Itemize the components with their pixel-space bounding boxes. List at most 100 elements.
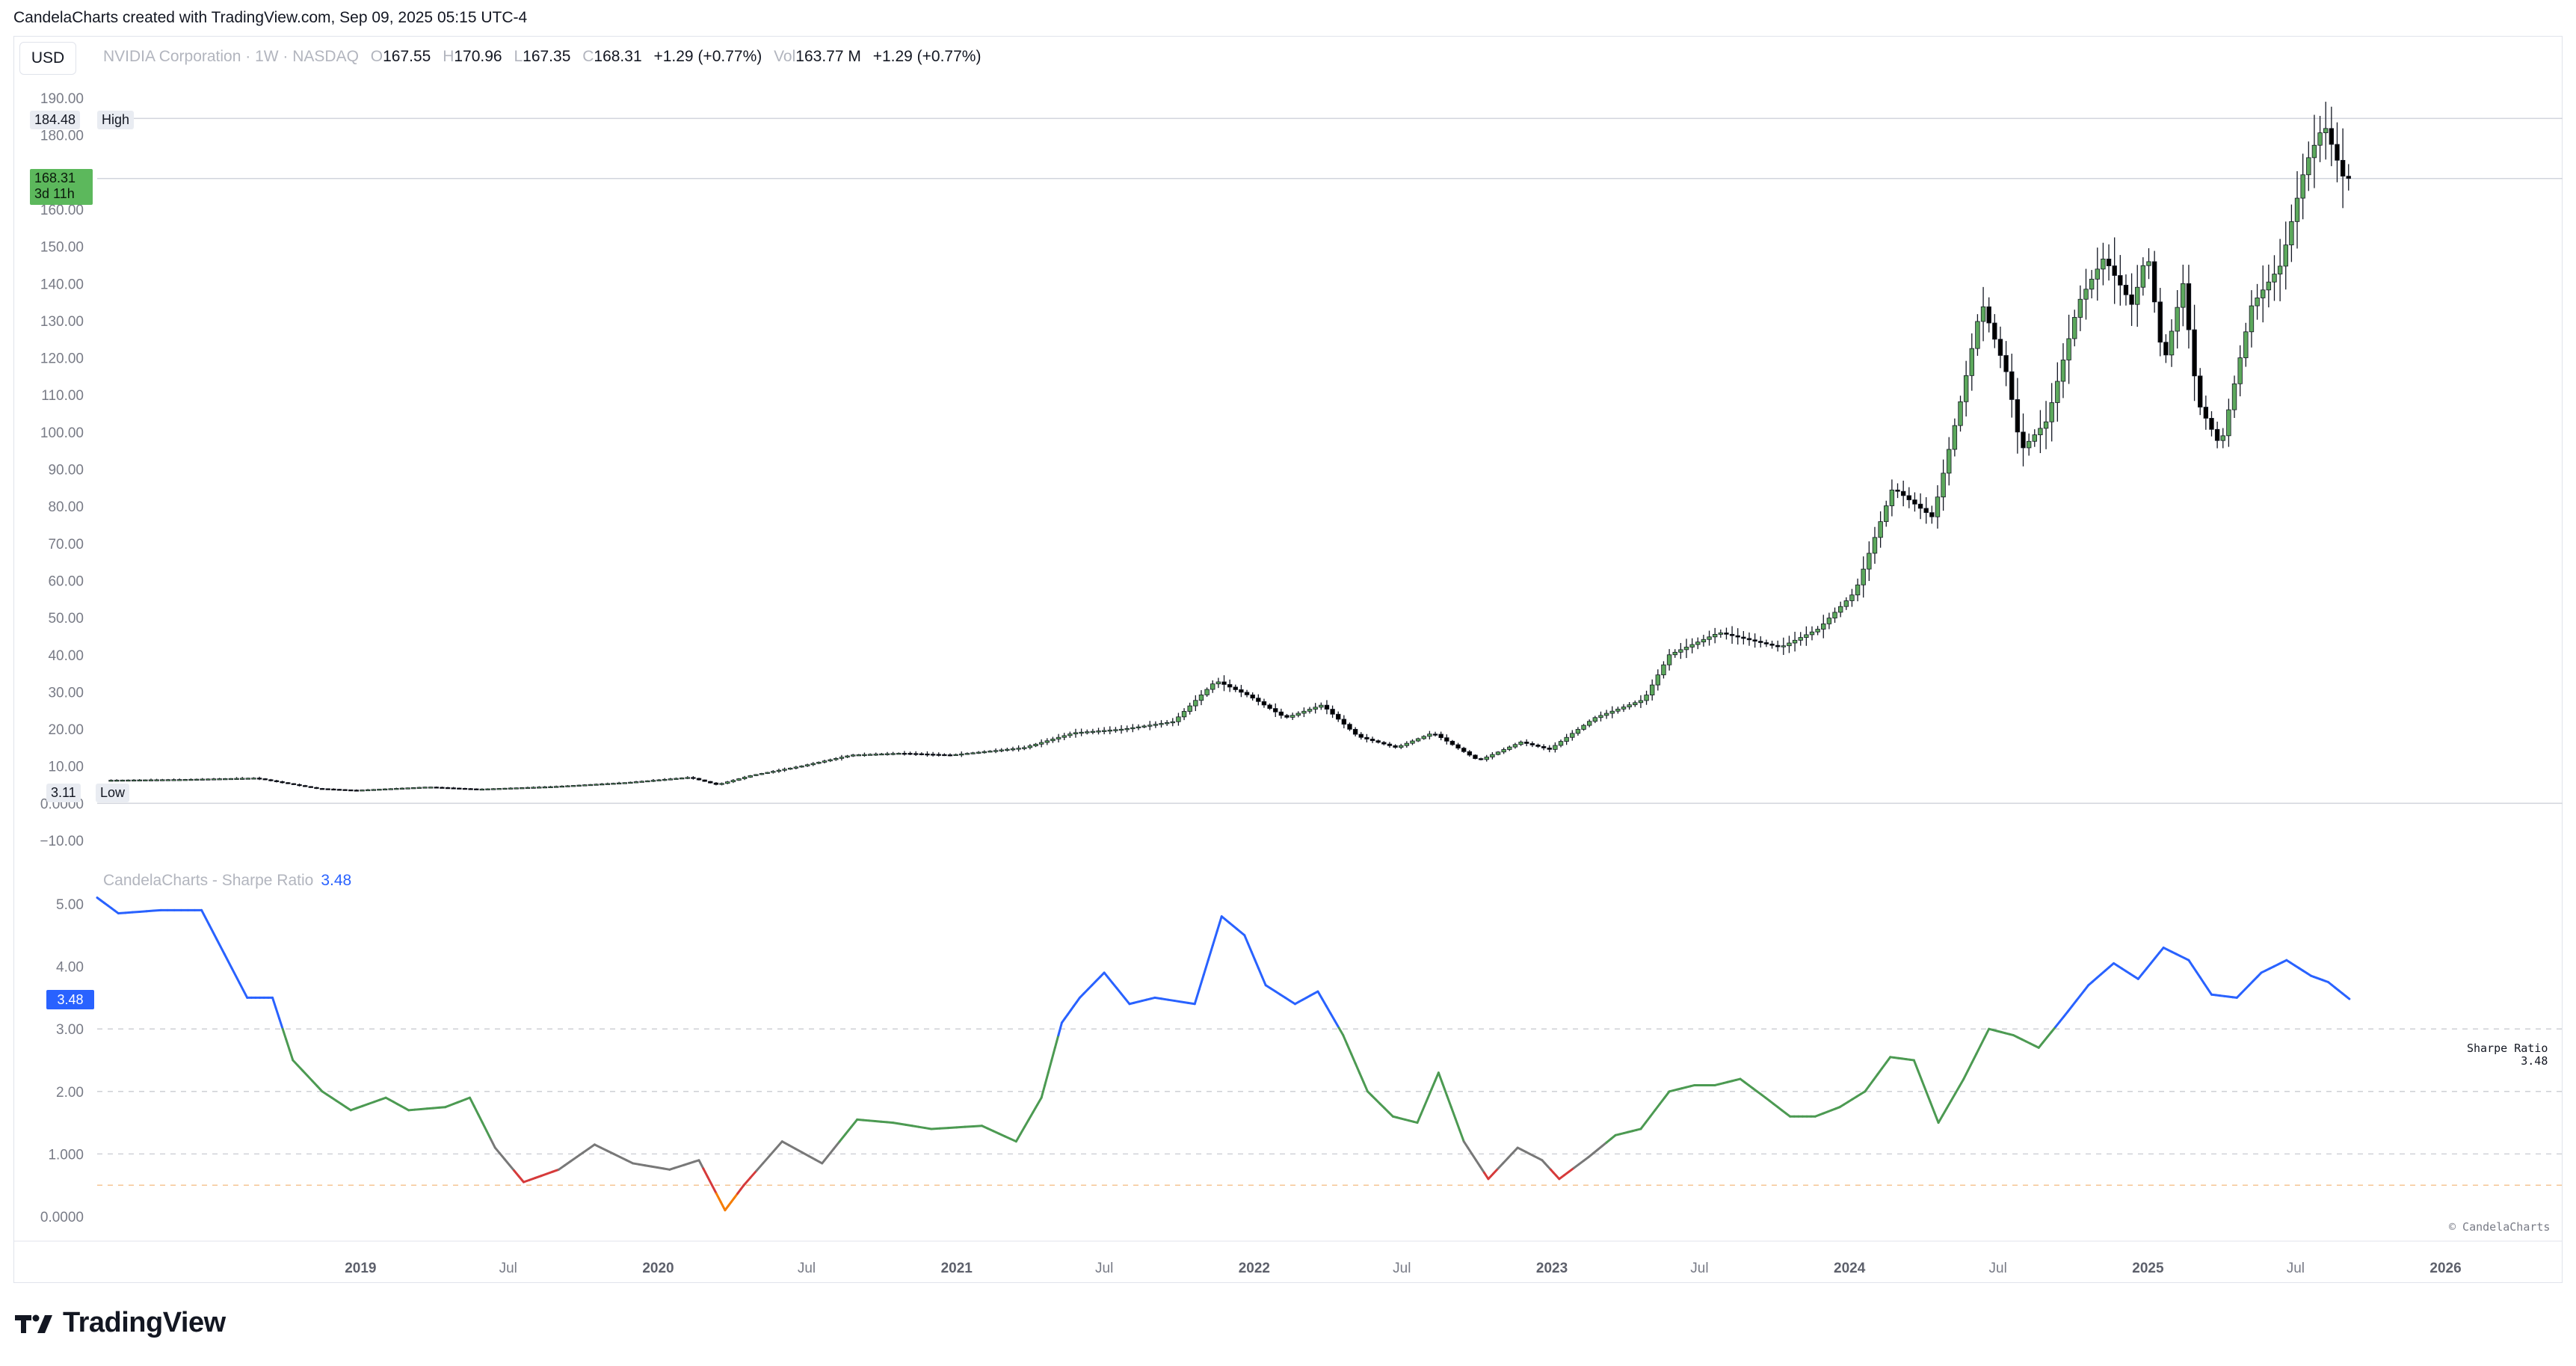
candle-body (1289, 715, 1295, 718)
sharpe-line-segment (710, 1184, 718, 1195)
candle-body (2214, 428, 2220, 441)
candle-body (154, 779, 159, 781)
candle-body (1689, 644, 1695, 647)
candle-body (1752, 639, 1757, 642)
sharpe-line-segment (1449, 1106, 1457, 1120)
candle-body (553, 786, 559, 788)
low-price-tag: 3.11 (46, 784, 81, 802)
candle-body (274, 780, 280, 783)
candle-body (291, 783, 297, 785)
candle-body (1267, 704, 1272, 709)
candle-body (1352, 728, 1358, 735)
candle-body (485, 788, 490, 790)
sharpe-line-segment (1160, 997, 1170, 1001)
sharpe-line-segment (1950, 1092, 1957, 1102)
sharpe-note: Sharpe Ratio 3.48 (2467, 1042, 2548, 1068)
candle-body (582, 784, 588, 787)
candle-body (964, 753, 970, 755)
candle-body (765, 772, 770, 774)
candle-body (1746, 638, 1752, 641)
sharpe-line-segment (1920, 1080, 1928, 1093)
candle-body (633, 781, 639, 784)
candle-body (1889, 489, 1895, 506)
candle-body (1843, 600, 1849, 607)
candle-body (1832, 612, 1837, 619)
candle-body (2043, 421, 2049, 429)
candle-body (2009, 371, 2015, 400)
sharpe-line-segment (1970, 1053, 1978, 1064)
price-axis-tick-label: 30.00 (48, 685, 84, 701)
last-price-value: 168.31 (34, 170, 76, 185)
candle-body (2015, 399, 2021, 433)
sharpe-line-segment (1416, 1113, 1423, 1125)
candle-body (1906, 495, 1911, 500)
sharpe-line-segment (472, 1104, 480, 1116)
sharpe-line-segment (1462, 1140, 1470, 1149)
sharpe-line-segment (1325, 1005, 1332, 1015)
candle-body (919, 753, 925, 755)
candle-body (1484, 757, 1489, 760)
sharpe-line-segment (1019, 1125, 1026, 1136)
sharpe-line-segment (274, 1006, 281, 1020)
candle-body (1644, 695, 1649, 701)
candle-body (2186, 283, 2192, 330)
candle-body (622, 782, 627, 784)
candle-body (131, 779, 137, 782)
candle-body (1427, 733, 1432, 737)
candle-body (1233, 686, 1238, 690)
candle-body (1809, 631, 1815, 636)
candle-body (771, 771, 776, 773)
candle-body (2294, 197, 2300, 222)
sharpe-line-segment (706, 1175, 713, 1187)
sharpe-line-segment (200, 908, 211, 926)
sharpe-line-segment (1207, 944, 1214, 962)
candle-body (1067, 733, 1073, 736)
candle-body (611, 783, 616, 785)
candle-body (1164, 722, 1170, 724)
candle-body (160, 779, 165, 781)
candle-body (319, 788, 325, 790)
candle-body (970, 752, 976, 754)
sharpe-line-segment (557, 1164, 566, 1171)
currency-button[interactable]: USD (19, 42, 76, 75)
candle-body (993, 750, 999, 752)
candle-body (1586, 721, 1592, 726)
sharpe-line-segment (755, 1162, 765, 1172)
tradingview-logo[interactable]: TradingView (15, 1307, 226, 1339)
candle-body (2021, 431, 2026, 449)
price-axis-tick-label: 160.00 (40, 203, 84, 218)
candle-body (776, 769, 782, 772)
candle-body (286, 782, 291, 784)
candle-body (137, 779, 142, 782)
candle-body (474, 788, 479, 790)
sharpe-line-segment (1350, 1053, 1357, 1065)
candle-body (2089, 278, 2095, 290)
candle-body (1718, 633, 1724, 635)
candle-body (1729, 633, 1735, 636)
candle-body (845, 755, 850, 758)
candle-body (1461, 748, 1467, 752)
candle-body (245, 778, 251, 780)
candle-body (1598, 715, 1603, 719)
candle-body (1393, 745, 1398, 748)
candle-body (1638, 700, 1644, 704)
candle-body (2340, 159, 2346, 177)
sharpe-line-segment (1639, 1122, 1647, 1130)
candle-body (1826, 618, 1832, 624)
candle-body (736, 778, 742, 781)
sharpe-line-segment (288, 1048, 295, 1062)
candle-body (228, 778, 234, 781)
sharpe-line-segment (499, 1152, 506, 1160)
candle-body (1221, 681, 1227, 685)
candle-body (297, 784, 302, 787)
candle-body (114, 780, 120, 782)
sharpe-line-segment (787, 1144, 797, 1150)
sharpe-line-segment (490, 1138, 496, 1149)
candle-body (251, 778, 256, 780)
candle-body (1261, 701, 1267, 706)
candle-body (1529, 743, 1535, 745)
candle-body (440, 787, 445, 789)
candle-body (1432, 733, 1438, 736)
candle-body (668, 778, 674, 781)
volume-label: Vol (774, 48, 796, 65)
